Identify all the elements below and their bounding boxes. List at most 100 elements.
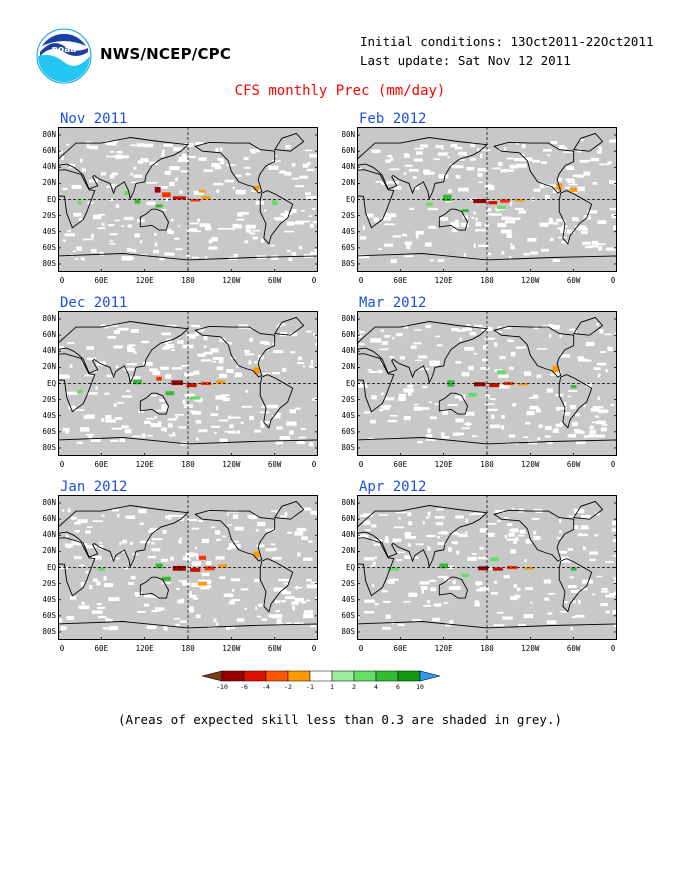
anomaly-region [156, 376, 162, 381]
lat-tick-label: 20S [341, 210, 355, 220]
lat-tick-label: 40N [42, 162, 56, 172]
legend-label: 10 [416, 683, 424, 691]
lon-tick-label: 120E [135, 460, 154, 469]
anomaly-region [134, 198, 141, 204]
lat-tick-label: 80N [341, 498, 355, 508]
lat-tick-label: EQ [345, 562, 355, 572]
anomaly-region [489, 383, 500, 388]
anomaly-region [570, 187, 578, 192]
anomaly-region [500, 199, 511, 203]
anomaly-region [461, 209, 469, 213]
anomaly-region [515, 199, 524, 202]
lat-tick-label: 20S [341, 578, 355, 588]
legend-swatch [265, 670, 289, 682]
anomaly-region [253, 367, 260, 374]
lat-tick-label: 80S [42, 626, 56, 636]
lon-tick-label: 0 [311, 460, 317, 469]
lat-tick-label: 40N [42, 530, 56, 540]
lon-tick-label: 0 [59, 460, 65, 469]
anomaly-region [216, 380, 225, 384]
panel-title: Apr 2012 [359, 479, 427, 495]
lon-tick-label: 60E [393, 460, 408, 469]
lat-tick-label: 60S [341, 242, 355, 252]
lon-tick-label: 0 [610, 460, 616, 469]
lon-tick-label: 180 [480, 276, 494, 285]
lon-tick-label: 120E [135, 276, 154, 285]
precip-map [58, 127, 318, 272]
lat-tick-label: 80S [341, 258, 355, 268]
lon-tick-label: 60E [94, 276, 109, 285]
lon-tick-label: 120E [434, 460, 453, 469]
lat-tick-label: 20N [42, 546, 56, 556]
anomaly-region [570, 385, 577, 389]
lat-tick-label: 40S [42, 410, 56, 420]
lat-tick-label: 60N [341, 330, 355, 340]
lon-tick-label: 120W [222, 460, 241, 469]
lat-tick-label: 60N [42, 514, 56, 524]
lon-tick-label: 60E [393, 644, 408, 653]
precip-map [357, 311, 617, 456]
lon-tick-label: 60E [393, 276, 408, 285]
precip-map [357, 127, 617, 272]
anomaly-region [201, 196, 211, 200]
lat-tick-label: 80N [42, 130, 56, 140]
lon-tick-label: 60E [94, 460, 109, 469]
anomaly-region [271, 200, 278, 206]
lon-tick-label: 0 [610, 644, 616, 653]
lat-tick-label: 40S [341, 226, 355, 236]
color-legend: -10 -6 -4 -2 -1 1 2 4 6 10 [201, 670, 441, 691]
lon-tick-label: 120E [434, 644, 453, 653]
anomaly-region [133, 379, 142, 385]
lat-tick-label: EQ [46, 378, 56, 388]
last-update: Last update: Sat Nov 12 2011 [360, 53, 571, 68]
lat-tick-label: 60S [42, 610, 56, 620]
anomaly-region [201, 381, 212, 386]
legend-label: -2 [284, 683, 292, 691]
legend-swatch [287, 670, 311, 682]
panel-title: Dec 2011 [60, 295, 128, 311]
lon-tick-label: 120W [222, 276, 241, 285]
anomaly-region [439, 563, 448, 569]
panel-title: Mar 2012 [359, 295, 427, 311]
anomaly-region [497, 205, 506, 210]
anomaly-region [218, 564, 227, 568]
anomaly-region [154, 187, 161, 193]
lon-tick-label: 60E [94, 644, 109, 653]
lat-tick-label: 20S [42, 394, 56, 404]
lon-tick-label: 0 [311, 644, 317, 653]
lat-tick-label: 40N [341, 530, 355, 540]
lon-tick-label: 0 [358, 644, 364, 653]
legend-label: -6 [240, 683, 248, 691]
lat-tick-label: 40S [341, 594, 355, 604]
lat-tick-label: 20N [341, 546, 355, 556]
precip-map [58, 311, 318, 456]
lat-tick-label: 60N [42, 146, 56, 156]
lat-tick-label: 80S [42, 258, 56, 268]
legend-arrow-high [419, 670, 441, 682]
lon-tick-label: 60W [566, 644, 581, 653]
anomaly-region [97, 567, 105, 571]
anomaly-region [253, 551, 260, 558]
lon-tick-label: 60W [267, 460, 282, 469]
lat-tick-label: 20S [341, 394, 355, 404]
lon-tick-label: 120E [434, 276, 453, 285]
lat-tick-label: 60S [42, 426, 56, 436]
legend-swatch [309, 670, 333, 682]
lon-tick-label: 0 [59, 644, 65, 653]
legend-swatch [353, 670, 377, 682]
lat-tick-label: 40N [42, 346, 56, 356]
lat-tick-label: 20N [42, 178, 56, 188]
lat-tick-label: 40S [42, 226, 56, 236]
lon-tick-label: 120E [135, 644, 154, 653]
anomaly-region [552, 365, 559, 373]
lat-tick-label: 80N [341, 130, 355, 140]
panel-title: Feb 2012 [359, 111, 427, 127]
anomaly-region [165, 391, 175, 396]
lat-tick-label: 60N [341, 146, 355, 156]
lon-tick-label: 180 [181, 276, 195, 285]
lon-tick-label: 120W [222, 644, 241, 653]
skill-footnote: (Areas of expected skill less than 0.3 a… [117, 712, 562, 727]
anomaly-region [190, 396, 201, 400]
lon-tick-label: 60W [566, 276, 581, 285]
lon-tick-label: 0 [610, 276, 616, 285]
